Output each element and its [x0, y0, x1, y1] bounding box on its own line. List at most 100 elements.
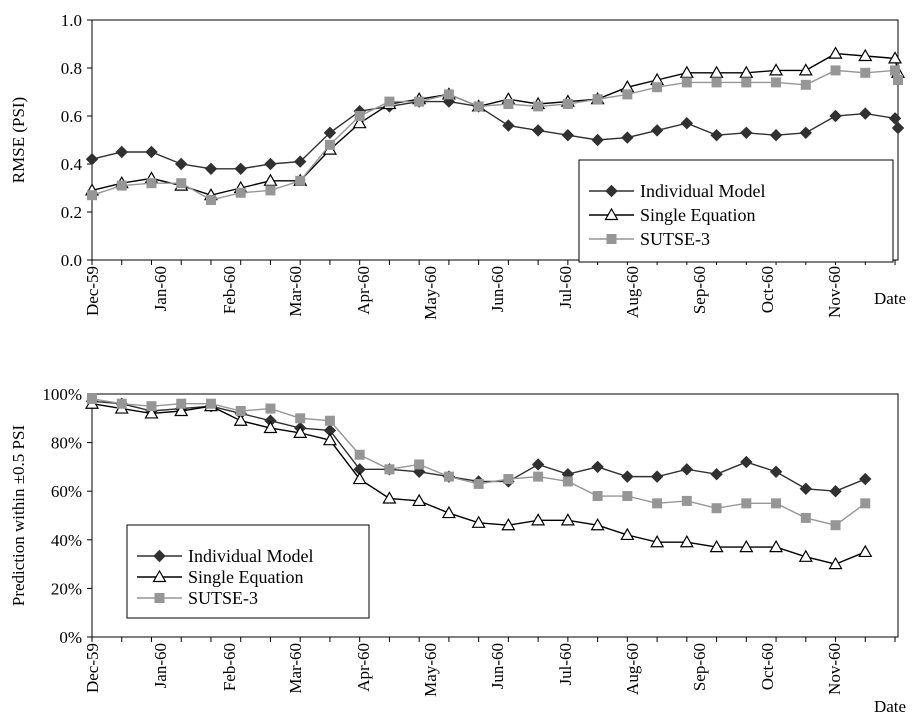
data-point — [739, 65, 754, 78]
data-point — [473, 478, 484, 489]
x-axis-label: Date — [874, 697, 906, 716]
x-tick-label: Jan-60 — [151, 643, 170, 688]
data-point — [324, 415, 335, 426]
legend-label: Single Equation — [640, 205, 756, 225]
x-tick-label: May-60 — [421, 643, 440, 697]
data-point — [710, 467, 723, 481]
data-point — [233, 413, 248, 426]
data-point — [531, 124, 545, 137]
x-tick-label: Aug-60 — [623, 643, 642, 695]
data-point — [771, 498, 782, 509]
data-point — [620, 527, 635, 541]
x-tick-label: Feb-60 — [220, 266, 239, 314]
y-tick-label: 60% — [51, 482, 82, 501]
data-point — [709, 539, 724, 553]
data-point — [443, 471, 454, 482]
data-point — [621, 470, 634, 483]
data-point — [265, 185, 276, 196]
legend-marker — [153, 549, 166, 563]
data-point — [235, 187, 246, 198]
data-point — [828, 46, 843, 59]
data-point — [829, 484, 842, 498]
data-point — [887, 51, 903, 64]
series-individual-model — [85, 95, 905, 176]
data-point — [146, 178, 157, 189]
data-point — [176, 178, 187, 189]
x-tick-label: Oct-60 — [758, 643, 777, 690]
x-tick-label: Jun-60 — [488, 266, 507, 312]
data-point — [769, 539, 784, 553]
legend-marker — [606, 234, 617, 244]
data-point — [798, 63, 813, 76]
prediction-chart: 0% 20% 40% 60% 80% 100% Dec-59 Jan-60 Feb-60 Mar-… — [9, 385, 906, 716]
data-point — [324, 139, 335, 150]
series-sutse-3 — [87, 393, 871, 531]
data-point — [650, 535, 665, 548]
data-point — [650, 470, 664, 483]
data-point — [893, 75, 903, 85]
data-point — [174, 403, 189, 417]
data-point — [85, 152, 99, 166]
data-point — [531, 458, 545, 471]
y-tick-label: 0.6 — [61, 107, 82, 126]
data-point — [859, 107, 872, 120]
data-point — [562, 99, 573, 109]
data-point — [531, 513, 546, 526]
legend-label: Single Equation — [188, 567, 304, 587]
x-tick-label: Jun-60 — [488, 643, 507, 689]
x-axis-label: Date — [874, 289, 906, 308]
data-point — [501, 518, 516, 531]
data-point — [176, 398, 187, 409]
data-point — [441, 505, 456, 519]
data-point — [710, 128, 723, 142]
y-tick-label: 0% — [59, 628, 82, 647]
data-point — [352, 115, 367, 129]
legend-label: Individual Model — [188, 546, 313, 566]
x-tick-label: Apr-60 — [354, 266, 373, 315]
data-point — [888, 112, 902, 125]
data-point — [264, 157, 277, 171]
data-point — [891, 121, 905, 135]
data-point — [87, 393, 97, 404]
x-tick-label: Jul-60 — [556, 266, 575, 309]
data-point — [503, 99, 514, 109]
x-tick-label: Sep-60 — [690, 643, 709, 691]
series-sutse-3 — [87, 65, 903, 205]
data-point — [533, 471, 544, 482]
y-tick-label: 40% — [51, 531, 82, 550]
legend-box — [126, 524, 370, 619]
legend-box — [578, 159, 894, 263]
x-tick-label: May-60 — [421, 266, 440, 320]
data-point — [293, 155, 307, 168]
data-point — [739, 539, 754, 553]
data-point — [443, 89, 454, 100]
data-point — [830, 520, 841, 531]
data-point — [769, 465, 783, 478]
y-tick-label: 1.0 — [61, 11, 82, 30]
data-point — [503, 474, 514, 485]
data-point — [414, 459, 425, 470]
data-point — [204, 162, 218, 176]
x-tick-label: Aug-60 — [623, 266, 642, 318]
y-tick-label: 80% — [51, 434, 82, 453]
data-point — [293, 425, 308, 438]
data-point — [175, 157, 188, 171]
x-tick-label: Feb-60 — [220, 643, 239, 691]
data-point — [859, 472, 872, 486]
series-single-equation — [84, 396, 873, 570]
x-tick-label: Sep-60 — [690, 266, 709, 314]
data-point — [144, 406, 159, 419]
legend-label: Individual Model — [640, 181, 765, 201]
data-point — [265, 403, 276, 414]
data-point — [798, 549, 813, 562]
data-point — [769, 63, 784, 76]
data-point — [414, 96, 425, 107]
legend-label: SUTSE-3 — [188, 588, 258, 608]
data-point — [205, 398, 216, 409]
data-point — [354, 111, 365, 121]
data-point — [681, 77, 692, 88]
data-point — [740, 455, 753, 469]
